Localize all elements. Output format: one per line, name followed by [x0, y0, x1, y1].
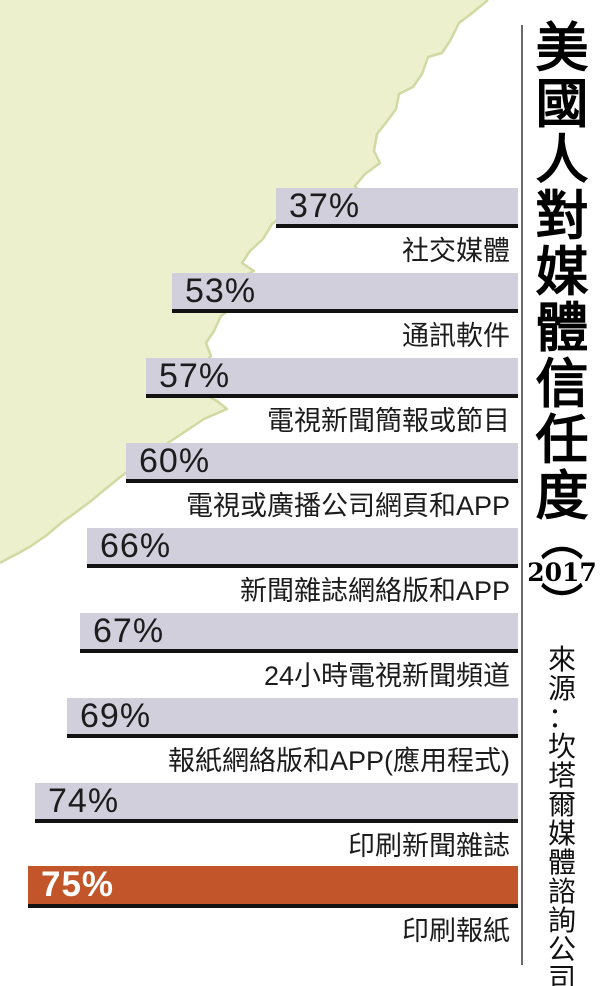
bar-value-label: 69% — [80, 697, 152, 735]
bar-value-label: 53% — [185, 272, 257, 310]
highlight-bar: 75% — [28, 866, 518, 908]
source-char: 媒 — [547, 818, 576, 849]
title-paren-close: ︶ — [540, 580, 583, 629]
bar-value-label: 60% — [139, 442, 211, 480]
chart-title-vertical: 美國人對媒體信任度 ︵ 2017 ︶ — [527, 17, 597, 629]
bar: 57% — [146, 358, 518, 398]
bar: 67% — [80, 613, 518, 653]
bar: 53% — [172, 273, 518, 313]
bar-category-label: 印刷報紙 — [402, 916, 510, 946]
title-char: 體 — [535, 297, 589, 359]
bar-value-label: 66% — [100, 527, 172, 565]
title-char: 國 — [535, 73, 589, 135]
title-char: 度 — [535, 465, 589, 527]
chart-divider-line — [521, 25, 523, 965]
source-char: 塔 — [547, 760, 576, 791]
torn-paper-shape — [0, 0, 488, 563]
bar-row: 74% 印刷新聞雜誌 — [0, 783, 518, 861]
source-char: 爾 — [547, 789, 576, 820]
source-char: 體 — [547, 847, 576, 878]
bar-category-label: 社交媒體 — [402, 236, 510, 266]
source-char: 詢 — [547, 905, 576, 936]
bar-row: 37% 社交媒體 — [0, 188, 518, 266]
bar-row: 69% 報紙網絡版和APP(應用程式) — [0, 698, 518, 776]
source-char: 諮 — [547, 876, 576, 907]
source-credit-vertical: 來源：坎塔爾媒體諮詢公司 — [528, 645, 596, 986]
title-paren-open: ︵ — [540, 516, 583, 565]
bar-category-label: 通訊軟件 — [402, 321, 510, 351]
bar: 60% — [126, 443, 518, 483]
bar-category-label: 印刷新聞雜誌 — [348, 831, 510, 861]
bar-row: 57% 電視新聞簡報或節目 — [0, 358, 518, 436]
bar-category-label: 24小時電視新聞頻道 — [263, 661, 510, 691]
source-char: 司 — [547, 963, 576, 986]
source-char: 坎 — [547, 731, 576, 762]
bar-category-label: 新聞雜誌網絡版和APP — [239, 576, 510, 606]
bar-value-label: 67% — [93, 612, 165, 650]
source-char: ： — [547, 702, 576, 733]
bar: 74% — [35, 783, 518, 823]
title-char: 對 — [535, 185, 589, 247]
trust-bar-chart: 37% 社交媒體 53% 通訊軟件 57% 電視新聞簡報或節目 60% 電視或廣播公司網頁和A… — [0, 188, 518, 946]
bar-value-label: 75% — [41, 865, 115, 904]
bar-value-label: 37% — [289, 187, 361, 225]
bar: 66% — [87, 528, 518, 568]
source-char: 源 — [547, 673, 576, 704]
bar-row: 67% 24小時電視新聞頻道 — [0, 613, 518, 691]
title-char: 媒 — [535, 241, 589, 303]
source-char: 來 — [547, 644, 576, 675]
bar-row: 66% 新聞雜誌網絡版和APP — [0, 528, 518, 606]
bar-category-label: 電視新聞簡報或節目 — [267, 406, 510, 436]
bar: 37% — [276, 188, 518, 228]
title-char: 人 — [535, 129, 589, 191]
bar-value-label: 74% — [48, 782, 120, 820]
bar-category-label: 電視或廣播公司網頁和APP — [185, 491, 510, 521]
bar-category-label: 報紙網絡版和APP(應用程式) — [167, 746, 510, 776]
bar-row: 75% 印刷報紙 — [0, 866, 518, 946]
title-char: 任 — [535, 409, 589, 471]
title-char: 信 — [535, 353, 589, 415]
bar-row: 53% 通訊軟件 — [0, 273, 518, 351]
bar-value-label: 57% — [159, 357, 231, 395]
title-char: 美 — [535, 17, 589, 79]
source-char: 公 — [547, 934, 576, 965]
title-year: 2017 — [527, 558, 597, 587]
bar-row: 60% 電視或廣播公司網頁和APP — [0, 443, 518, 521]
bar: 69% — [67, 698, 518, 738]
